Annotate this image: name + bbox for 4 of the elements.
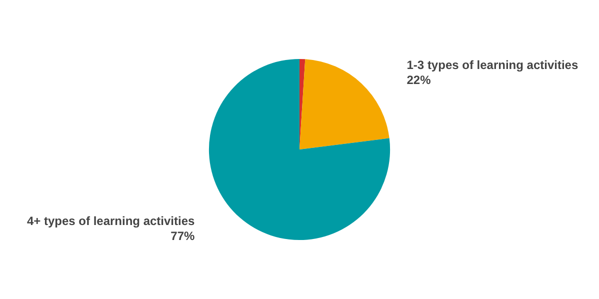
slice-label: 4+ types of learning activities xyxy=(26,214,196,228)
data-label: 77% xyxy=(170,229,196,244)
data-label: 22% xyxy=(406,73,432,88)
slice-label: 1-3 types of learning activities xyxy=(406,58,578,72)
